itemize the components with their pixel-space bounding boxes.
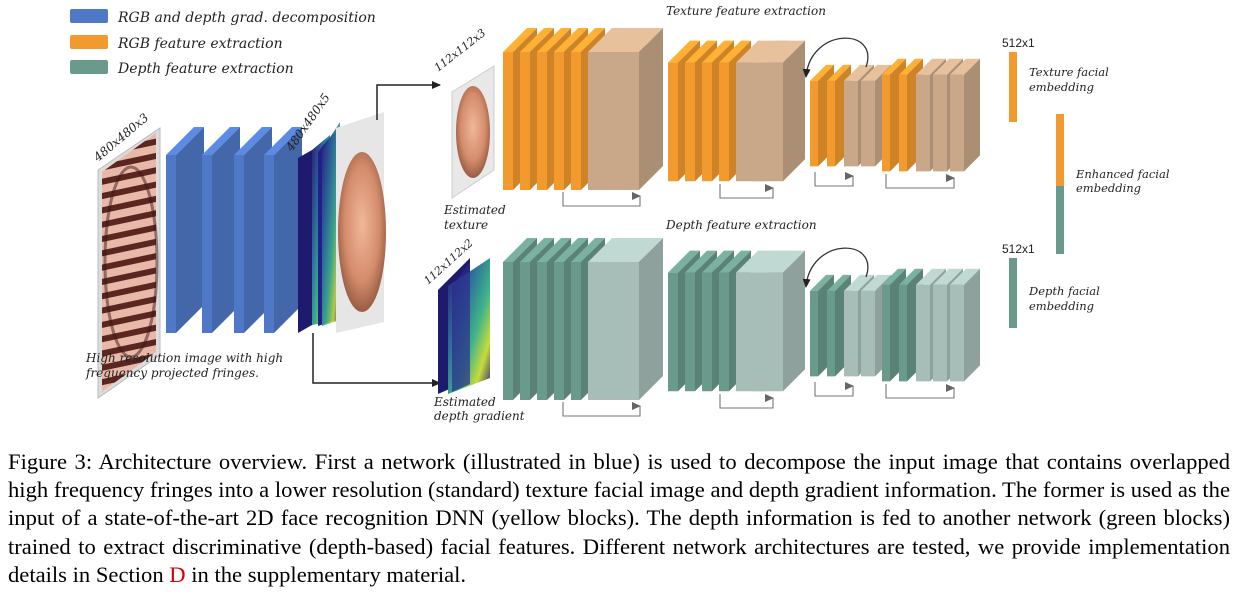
depth-feature-network — [503, 238, 980, 417]
caption-text: Figure 3: Architecture overview. First a… — [8, 449, 1230, 587]
texture-embedding-label-line2: embedding — [1029, 80, 1094, 94]
texture-recurrent-arrow — [802, 37, 869, 78]
legend-label-depth: Depth feature extraction — [117, 61, 294, 77]
depth-embedding-label-line2: embedding — [1029, 299, 1094, 313]
texture-embedding-size: 512x1 — [1002, 36, 1035, 50]
legend: RGB and depth grad. decomposition RGB fe… — [70, 9, 376, 77]
texture-layer — [950, 58, 980, 172]
legend-item-decomposition: RGB and depth grad. decomposition — [70, 9, 376, 26]
legend-item-depth: Depth feature extraction — [70, 60, 294, 77]
texture-section-title: Texture feature extraction — [666, 4, 826, 18]
estimated-depth-label-line1: Estimated — [433, 395, 496, 409]
legend-label-decomposition: RGB and depth grad. decomposition — [117, 10, 376, 26]
depth-embedding-label-line1: Depth facial — [1028, 284, 1100, 298]
decomposition-layer — [166, 127, 204, 333]
decomposition-network — [166, 127, 302, 333]
legend-swatch-green — [70, 60, 108, 74]
legend-swatch-blue — [70, 9, 108, 23]
estimated-depth-gradient-image: 112x112x2 — [421, 236, 490, 394]
decomposition-layer — [264, 127, 302, 333]
legend-item-rgb: RGB feature extraction — [70, 35, 283, 52]
texture-embedding-label-line1: Texture facial — [1029, 65, 1109, 79]
decomposition-layer — [202, 127, 240, 333]
input-caption-line2: frequency projected fringes. — [85, 366, 259, 380]
depth-skip-connection — [719, 394, 774, 409]
estimated-texture-label-line1: Estimated — [443, 203, 506, 217]
depth-skip-connection — [814, 382, 854, 397]
texture-skip-connection — [562, 192, 641, 207]
decomposed-face-image — [338, 152, 386, 312]
enhanced-embedding-green — [1056, 186, 1064, 254]
caption-section-reference[interactable]: D — [169, 561, 186, 587]
enhanced-embedding-label-line1: Enhanced facial — [1075, 167, 1170, 181]
arrow-to-depth — [312, 333, 441, 387]
depth-layer — [950, 268, 980, 382]
caption-tail: in the supplementary material. — [185, 561, 467, 587]
texture-dims-label: 112x112x3 — [432, 26, 488, 74]
depth-layer — [861, 274, 891, 377]
texture-skip-connection — [814, 172, 854, 187]
legend-label-rgb: RGB feature extraction — [117, 36, 283, 52]
texture-embedding-bar — [1009, 52, 1017, 122]
texture-feature-network — [503, 28, 980, 207]
figure-caption: Figure 3: Architecture overview. First a… — [8, 448, 1230, 589]
texture-skip-connection — [885, 174, 955, 189]
input-image: 480x480x3 — [90, 110, 161, 399]
enhanced-embedding-orange — [1056, 114, 1064, 186]
enhanced-embedding-label-line2: embedding — [1076, 181, 1141, 195]
legend-swatch-orange — [70, 35, 108, 49]
input-caption-line1: High resolution image with high — [85, 351, 283, 365]
estimated-depth-label-line2: depth gradient — [434, 409, 525, 423]
depth-skip-connection — [562, 402, 641, 417]
depth-layer — [605, 238, 663, 400]
estimated-texture-image: 112x112x3 — [432, 26, 495, 199]
depth-layer — [753, 250, 805, 392]
depth-recurrent-arrow — [802, 247, 869, 288]
arrow-to-texture — [376, 81, 441, 120]
estimated-texture-label-line2: texture — [444, 218, 488, 232]
depth-embedding-size: 512x1 — [1002, 242, 1035, 256]
depth-section-title: Depth feature extraction — [665, 218, 817, 232]
texture-skip-connection — [719, 184, 774, 199]
depth-embedding-bar — [1009, 258, 1017, 328]
texture-layer — [605, 28, 663, 190]
depth-skip-connection — [885, 384, 955, 399]
architecture-diagram: RGB and depth grad. decomposition RGB fe… — [70, 4, 1170, 423]
texture-layer — [753, 40, 805, 182]
